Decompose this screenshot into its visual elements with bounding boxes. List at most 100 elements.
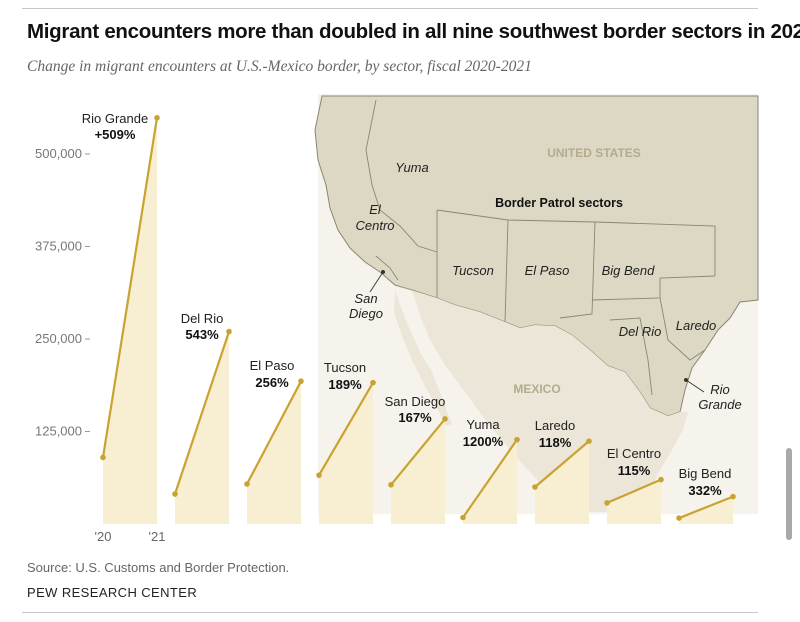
- sector-label-laredo: Laredo: [676, 318, 716, 333]
- x-tick-label: '21: [149, 529, 166, 544]
- series-tucson: Tucson 189%: [316, 360, 376, 524]
- series-change-label: 332%: [688, 483, 722, 498]
- series-area: [247, 381, 301, 524]
- series-name-label: El Centro: [607, 446, 661, 461]
- series-area: [103, 117, 157, 525]
- data-point: [370, 379, 376, 386]
- series-name-label: Tucson: [324, 360, 366, 375]
- sector-label-yuma: Yuma: [395, 160, 428, 175]
- series-laredo: Laredo 118%: [532, 418, 592, 524]
- data-point: [676, 515, 682, 521]
- y-tick-label: 250,000: [35, 331, 82, 346]
- san-diego-dot: [381, 270, 385, 274]
- series-change-label: 189%: [328, 377, 362, 392]
- y-tick-label: 375,000: [35, 239, 82, 254]
- series-name-label: Laredo: [535, 418, 575, 433]
- series-area: [391, 418, 445, 524]
- series-rio-grande: Rio Grande+509%: [82, 111, 160, 525]
- series-change-label: 543%: [185, 327, 219, 342]
- bottom-rule: [22, 612, 758, 613]
- y-axis: 125,000 250,000 375,000 500,000: [35, 146, 90, 439]
- x-axis: '20 '21: [95, 529, 166, 544]
- rio-grande-pointer: [685, 379, 705, 393]
- data-point: [586, 438, 592, 444]
- series-change-label: +509%: [95, 127, 136, 142]
- data-point: [172, 491, 178, 497]
- x-tick-label: '20: [95, 529, 112, 544]
- map-legend-title: Border Patrol sectors: [495, 196, 623, 210]
- sector-boundary: [365, 99, 438, 253]
- data-point: [532, 484, 538, 490]
- data-point: [730, 493, 736, 500]
- baja-peninsula: [394, 290, 452, 426]
- sector-boundary: [504, 219, 509, 323]
- series-name-label: Big Bend: [679, 466, 732, 481]
- data-point: [658, 476, 664, 483]
- data-point: [244, 481, 250, 487]
- san-diego-pointer: [369, 271, 384, 293]
- sector-label-el-centro: El Centro: [355, 202, 394, 233]
- data-point: [316, 472, 322, 478]
- gulf-of-mexico: [650, 410, 758, 514]
- series-line: [678, 495, 734, 520]
- data-point: [226, 328, 232, 335]
- sector-boundary: [375, 255, 399, 281]
- sector-label-san-diego: San Diego: [349, 291, 383, 321]
- data-point: [514, 436, 520, 443]
- series-line: [462, 439, 518, 519]
- series-name-label: El Paso: [250, 358, 295, 373]
- rio-grande-dot: [684, 378, 688, 382]
- country-label-mexico: MEXICO: [513, 382, 560, 396]
- series-line: [173, 331, 231, 495]
- sector-label-del-rio: Del Rio: [619, 324, 662, 339]
- sector-boundary: [609, 317, 653, 396]
- country-label-us: UNITED STATES: [547, 146, 641, 160]
- series-name-label: San Diego: [385, 394, 446, 409]
- sector-label-tucson: Tucson: [452, 263, 494, 278]
- data-point: [388, 481, 394, 488]
- series-name-label: Rio Grande: [82, 111, 148, 126]
- data-point: [100, 454, 106, 461]
- series-line: [318, 382, 374, 476]
- scrollbar-thumb[interactable]: [786, 448, 792, 540]
- top-rule: [22, 8, 758, 9]
- sector-boundaries: [365, 99, 716, 396]
- chart-title: Migrant encounters more than doubled in …: [27, 20, 800, 43]
- sector-boundary: [559, 221, 596, 319]
- data-point: [298, 378, 304, 384]
- mexico-landmass: [395, 285, 688, 512]
- series-name-label: Yuma: [466, 417, 500, 432]
- sector-label-el-paso: El Paso: [525, 263, 570, 278]
- border-sectors-map: UNITED STATES MEXICO Border Patrol secto…: [314, 94, 759, 514]
- sector-label-big-bend: Big Bend: [602, 263, 656, 278]
- series-line: [390, 418, 446, 486]
- series-el-paso: El Paso 256%: [244, 358, 304, 524]
- sector-boundary: [591, 275, 716, 301]
- source-note: Source: U.S. Customs and Border Protecti…: [27, 560, 290, 575]
- series-area: [535, 441, 589, 524]
- series-area: [175, 331, 229, 524]
- sector-boundary: [659, 297, 706, 361]
- series-name-label: Del Rio: [181, 311, 224, 326]
- y-tick-label: 500,000: [35, 146, 82, 161]
- y-tick-label: 125,000: [35, 424, 82, 439]
- series-line: [101, 117, 159, 458]
- chart-subtitle: Change in migrant encounters at U.S.-Mex…: [27, 58, 532, 75]
- series-area: [607, 479, 661, 524]
- data-point: [154, 114, 160, 121]
- data-point: [604, 500, 610, 506]
- sector-label-rio-grande: Rio Grande: [698, 382, 741, 412]
- series-line: [606, 478, 662, 504]
- series-area: [679, 496, 733, 524]
- series-area: [319, 382, 373, 524]
- series-big-bend: Big Bend 332%: [676, 466, 736, 524]
- series-change-label: 115%: [618, 463, 651, 478]
- data-point: [460, 514, 466, 521]
- credit: PEW RESEARCH CENTER: [27, 585, 198, 600]
- series-yuma: Yuma 1200%: [460, 417, 520, 524]
- data-point: [442, 416, 448, 422]
- series-line: [534, 440, 590, 488]
